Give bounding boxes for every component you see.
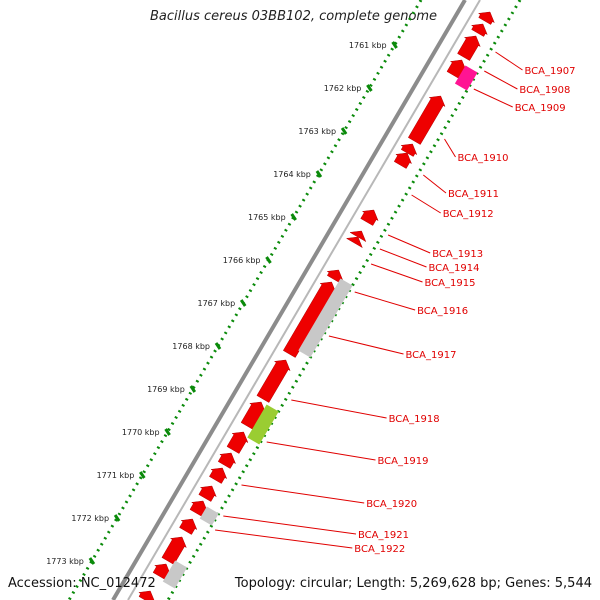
gene-label-leader <box>241 484 365 504</box>
gene-feature <box>477 11 495 25</box>
gene-feature <box>161 536 187 565</box>
scale-tick-label: 1769 kbp <box>147 385 185 394</box>
gene-label: BCA_1910 <box>458 153 509 164</box>
gene-feature <box>470 23 488 37</box>
scale-tick <box>88 557 96 565</box>
gene-label: BCA_1914 <box>429 263 480 274</box>
scale-tick-label: 1766 kbp <box>223 256 261 265</box>
genome-title: Bacillus cereus 03BB102, complete genome <box>150 9 438 24</box>
scale-tick-label: 1771 kbp <box>97 471 135 480</box>
gene-feature <box>360 209 379 226</box>
gene-label: BCA_1922 <box>354 544 405 555</box>
gene-label-leader <box>379 248 427 268</box>
gene-label-leader <box>215 529 353 549</box>
gene-feature <box>209 467 228 484</box>
scale-tick <box>391 41 398 49</box>
gene-label-leader <box>354 291 416 311</box>
topology-text: Topology: circular; Length: 5,269,628 bp… <box>234 576 592 591</box>
scale-track: 1761 kbp 1762 kbp 1763 kbp 1764 kbp 1765 kbp… <box>46 41 398 566</box>
scale-tick-label: 1767 kbp <box>197 299 235 308</box>
gene-feature <box>345 236 363 249</box>
scale-tick <box>139 471 146 479</box>
gene-feature <box>217 452 237 469</box>
gene-label-leader <box>484 70 518 90</box>
backbone-outer <box>111 0 467 600</box>
gene-feature <box>198 485 217 502</box>
backbone-inner <box>127 0 481 600</box>
scale-tick <box>189 385 197 393</box>
gene-label: BCA_1911 <box>448 189 499 200</box>
gene-label: BCA_1920 <box>366 499 417 510</box>
gene-label-leader <box>328 335 404 355</box>
gene-label-leader <box>370 263 423 283</box>
gene-label: BCA_1907 <box>525 66 576 77</box>
scale-tick <box>315 170 323 178</box>
gene-label: BCA_1916 <box>417 306 468 317</box>
pseudogene-feature <box>298 278 353 358</box>
scale-tick <box>113 514 121 522</box>
scale-tick <box>340 127 348 135</box>
scale-tick <box>290 213 297 221</box>
gene-label: BCA_1913 <box>432 249 483 260</box>
gene-feature <box>457 35 481 61</box>
gene-feature <box>138 590 155 600</box>
gene-label-leader <box>266 441 376 461</box>
gene-label: BCA_1921 <box>358 530 409 541</box>
scale-tick-label: 1772 kbp <box>71 514 109 523</box>
gene-label-leader <box>495 51 523 71</box>
scale-tick <box>239 299 247 307</box>
scale-tick-label: 1761 kbp <box>349 41 387 50</box>
pseudogene-feature <box>162 560 188 589</box>
scale-tick-label: 1764 kbp <box>273 170 311 179</box>
scale-dots-left <box>67 0 423 600</box>
gene-label: BCA_1908 <box>519 85 570 96</box>
gene-label-track: BCA_1907 BCA_1908 BCA_1909 BCA_1910 BCA_1911… <box>215 51 576 555</box>
scale-tick <box>366 84 373 92</box>
scale-tick-label: 1773 kbp <box>46 557 84 566</box>
gene-feature <box>226 431 249 454</box>
scale-tick <box>214 342 222 350</box>
accession-text: Accession: NC_012472 <box>8 576 156 591</box>
gene-feature <box>407 95 446 145</box>
scale-tick-label: 1768 kbp <box>172 342 210 351</box>
misc_feature-feature <box>247 404 279 445</box>
gene-label-leader <box>411 194 441 214</box>
gene-feature <box>179 518 198 535</box>
scale-tick-label: 1765 kbp <box>248 213 286 222</box>
gene-label-leader <box>223 515 357 535</box>
gene-label-leader <box>387 234 431 254</box>
gene-label: BCA_1909 <box>515 103 566 114</box>
scale-tick-label: 1762 kbp <box>324 84 362 93</box>
gene-label: BCA_1919 <box>378 456 429 467</box>
gene-label-leader <box>291 399 387 419</box>
gene-label: BCA_1912 <box>443 209 494 220</box>
gene-label-leader <box>473 88 513 108</box>
scale-tick <box>265 256 272 264</box>
gene-label: BCA_1917 <box>406 350 457 361</box>
pseudogene-feature <box>199 506 219 526</box>
feature-track <box>138 11 495 600</box>
gene-label-leader <box>422 174 447 194</box>
gene-feature <box>393 152 413 169</box>
scale-tick <box>164 428 171 436</box>
gene-feature <box>256 359 291 403</box>
gene-label: BCA_1915 <box>425 278 476 289</box>
gene-label: BCA_1918 <box>389 414 440 425</box>
scale-tick-label: 1770 kbp <box>122 428 160 437</box>
scale-tick-label: 1763 kbp <box>298 127 336 136</box>
rna-feature <box>454 65 478 91</box>
gene-label-leader <box>444 138 456 158</box>
